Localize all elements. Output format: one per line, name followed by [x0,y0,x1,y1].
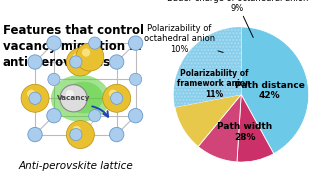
Circle shape [89,110,101,122]
Circle shape [103,84,131,112]
Text: Anti-perovskite lattice: Anti-perovskite lattice [18,161,133,171]
Wedge shape [241,27,309,154]
Ellipse shape [51,75,110,122]
Text: Features that control
vacancy migration in
anti-perovskites: Features that control vacancy migration … [3,24,143,69]
Wedge shape [175,94,241,146]
Circle shape [70,56,82,68]
Circle shape [66,121,94,149]
Circle shape [111,92,123,104]
Circle shape [66,48,94,76]
Circle shape [66,90,74,98]
Circle shape [76,43,104,71]
Wedge shape [174,27,241,107]
Wedge shape [237,94,274,162]
Circle shape [130,73,142,85]
Circle shape [128,108,143,123]
Wedge shape [198,94,241,162]
Text: Polarizability of
framework anion
11%: Polarizability of framework anion 11% [177,69,251,99]
Circle shape [48,73,60,85]
Circle shape [82,48,90,57]
Circle shape [72,126,81,134]
Circle shape [70,129,82,141]
Circle shape [128,36,143,50]
Circle shape [47,108,61,123]
Circle shape [72,53,81,62]
Text: Path distance
42%: Path distance 42% [235,81,305,100]
Text: Bader charge of octahedral anion
9%: Bader charge of octahedral anion 9% [167,0,308,37]
Circle shape [89,37,101,49]
Circle shape [60,85,87,112]
Text: Polarizability of
octahedral anion
10%: Polarizability of octahedral anion 10% [144,24,223,54]
Circle shape [47,36,61,50]
FancyArrowPatch shape [92,106,108,117]
Circle shape [109,90,117,98]
Circle shape [21,84,49,112]
Circle shape [110,55,124,69]
Circle shape [28,127,42,142]
Circle shape [110,127,124,142]
Ellipse shape [64,82,103,113]
Circle shape [29,92,41,104]
Text: Path width
28%: Path width 28% [217,122,273,142]
Circle shape [27,90,36,98]
Circle shape [28,55,42,69]
Text: Vacancy: Vacancy [57,95,90,101]
